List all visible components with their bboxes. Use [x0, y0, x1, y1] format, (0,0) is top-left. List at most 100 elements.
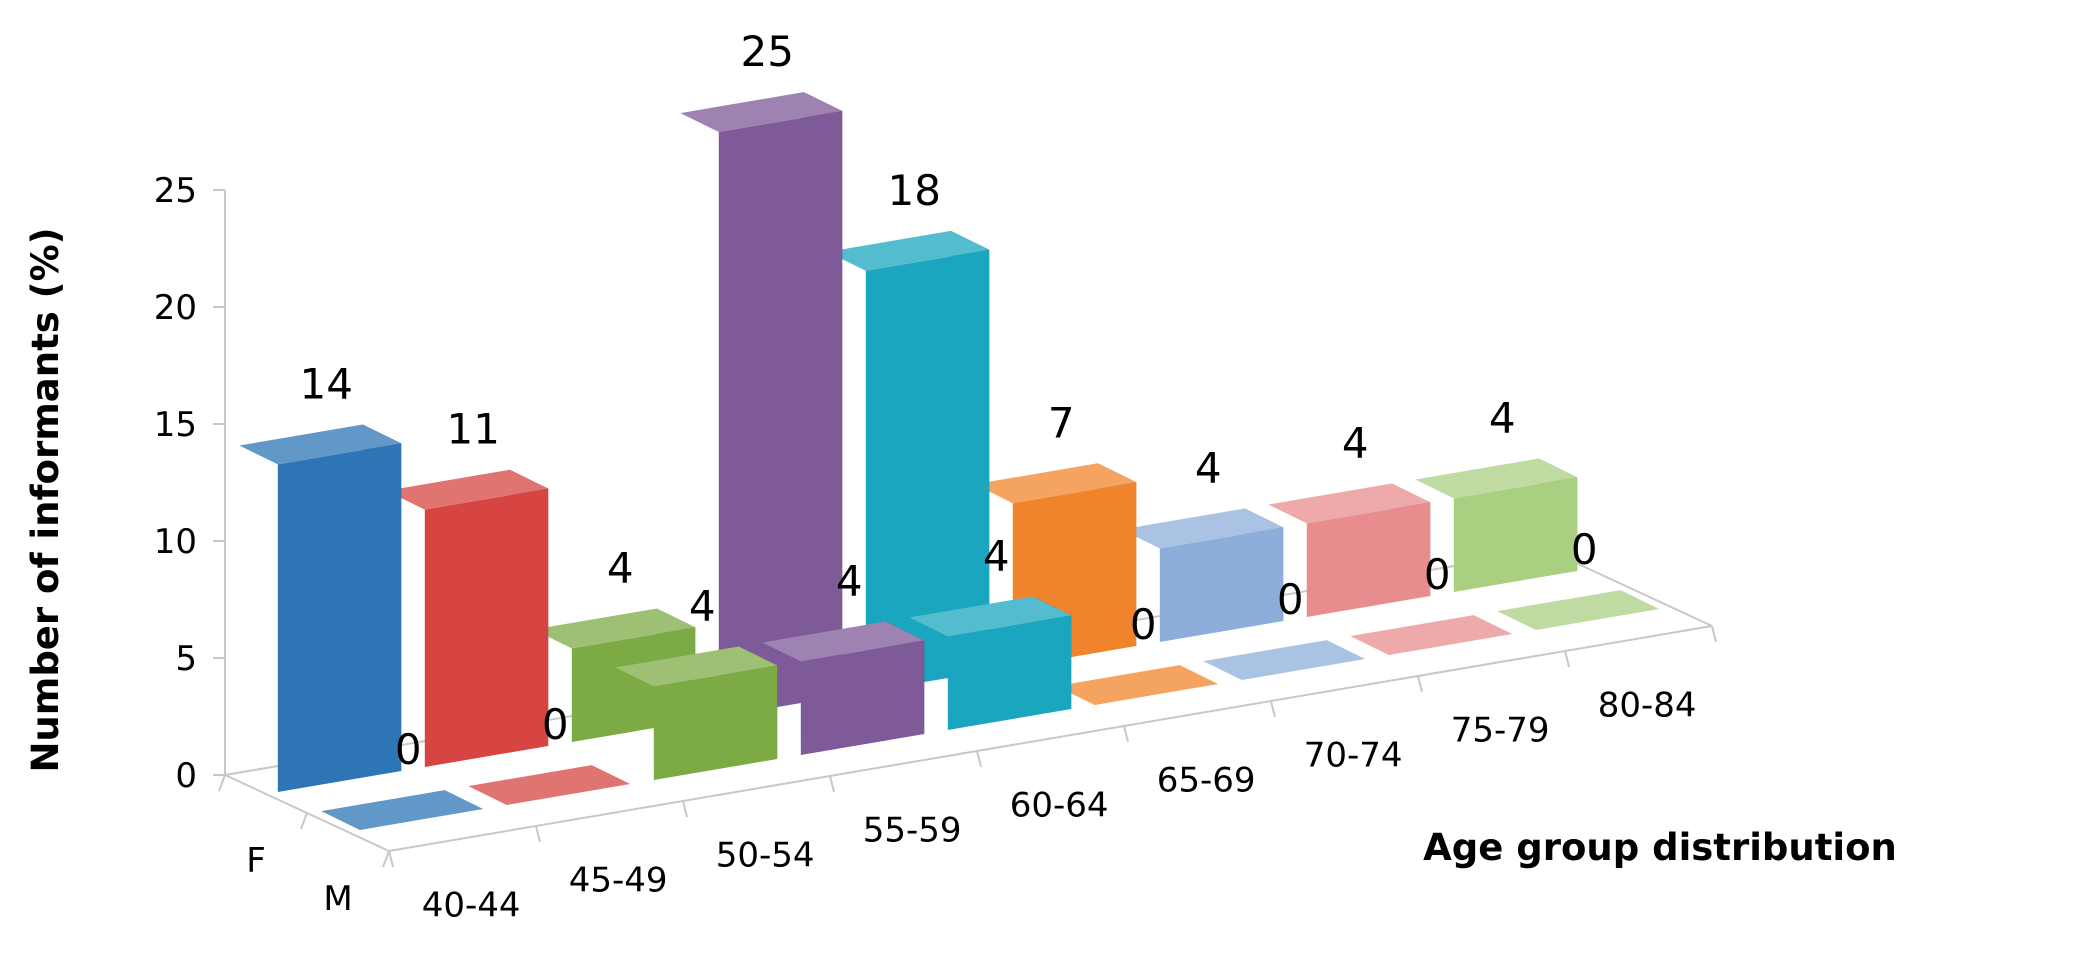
data-label: 4 — [607, 544, 634, 593]
bar-F-60-64-front — [865, 249, 990, 693]
x-tick-mark — [1270, 700, 1276, 718]
data-label: 0 — [1424, 550, 1451, 599]
bar-M-75-79: 0 — [1350, 550, 1513, 655]
x-tick-label: 75-79 — [1451, 711, 1550, 751]
bar-M-55-59-front — [800, 640, 925, 755]
x-tick-label: 40-44 — [422, 886, 521, 926]
bar-F-55-59-top — [680, 92, 843, 132]
bar-M-40-44-top — [321, 790, 484, 830]
x-tick-mark — [1711, 625, 1717, 643]
bar-M-80-84: 0 — [1497, 525, 1660, 630]
bar-M-40-44: 0 — [321, 725, 484, 830]
bar-M-60-64-top — [909, 596, 1072, 637]
category-axis-line — [388, 625, 1713, 852]
bar-M-50-54: 4 — [615, 582, 778, 780]
bar-M-60-64-front — [947, 615, 1072, 730]
bar-F-45-49: 11 — [386, 405, 549, 767]
x-tick-mark — [1123, 725, 1129, 743]
x-tick-label: 60-64 — [1010, 786, 1109, 826]
x-tick-label: 65-69 — [1157, 761, 1256, 801]
data-label: 4 — [1489, 394, 1516, 443]
bar-M-50-54-top — [615, 646, 778, 687]
bar-F-60-64: 18 — [827, 166, 990, 693]
bar-M-75-79-top — [1350, 615, 1513, 655]
x-tick-mark — [682, 800, 688, 818]
bar-M-45-49-top — [468, 765, 631, 805]
bar-F-40-44-top — [239, 424, 402, 465]
data-label: 11 — [447, 405, 500, 454]
bar-F-70-74-front — [1159, 527, 1284, 642]
x-tick-label: 50-54 — [716, 836, 815, 876]
x-tick-label: 55-59 — [863, 811, 962, 851]
bar-F-75-79-top — [1268, 483, 1431, 524]
x-tick-mark — [1564, 650, 1570, 668]
x-tick-mark — [1417, 675, 1423, 693]
bar-F-55-59-front — [718, 111, 843, 717]
data-label: 0 — [542, 700, 569, 749]
bar-M-65-69: 0 — [1056, 600, 1219, 705]
x-tick-label: 80-84 — [1598, 686, 1697, 726]
data-label: 4 — [689, 582, 716, 631]
data-label: 0 — [395, 725, 422, 774]
y-tick-label: 20 — [154, 288, 197, 328]
x-axis-title: Age group distribution — [1423, 826, 1897, 869]
y-axis: 0 5 10 15 20 25 — [154, 171, 226, 796]
data-label: 7 — [1048, 398, 1075, 447]
bar-F-40-44-front — [277, 443, 402, 792]
data-label: 18 — [888, 166, 941, 215]
bar-F-70-74: 4 — [1121, 444, 1284, 642]
bar-F-70-74-top — [1121, 508, 1284, 549]
data-label: 0 — [1571, 525, 1598, 574]
bar-F-65-69-top — [974, 463, 1137, 504]
data-label: 0 — [1130, 600, 1157, 649]
bar-M-70-74: 0 — [1203, 575, 1366, 680]
bar-M-65-69-top — [1056, 665, 1219, 705]
bar-M-55-59: 4 — [762, 557, 925, 755]
bar-F-80-84-front — [1453, 477, 1578, 592]
bar-M-45-49: 0 — [468, 700, 631, 805]
bars: 4 4 4 7 18 25 4 11 14 0 0 0 0 4 4 4 0 0 — [239, 27, 1660, 830]
data-label: 25 — [741, 27, 794, 76]
data-label: 4 — [1195, 444, 1222, 493]
bar-F-50-54-top — [533, 608, 696, 649]
data-label: 14 — [300, 360, 353, 409]
series-tick-mark — [218, 774, 226, 792]
data-label: 4 — [1342, 419, 1369, 468]
bar-F-60-64-top — [827, 230, 990, 271]
x-tick-mark — [829, 775, 835, 793]
bar-M-55-59-top — [762, 621, 925, 662]
x-tick-mark — [388, 850, 394, 868]
bar-M-50-54-front — [653, 665, 778, 780]
y-tick-label: 10 — [154, 522, 197, 562]
y-tick-label: 0 — [175, 756, 197, 796]
y-tick-label: 15 — [154, 405, 197, 445]
bar-F-45-49-front — [424, 488, 549, 767]
x-tick-label: 45-49 — [569, 861, 668, 901]
bar-F-80-84-top — [1415, 458, 1578, 499]
x-tick-mark — [976, 750, 982, 768]
series-axis-ticks: FM — [218, 774, 390, 919]
x-tick-mark — [535, 825, 541, 843]
bar-F-75-79: 4 — [1268, 419, 1431, 617]
bar-M-70-74-top — [1203, 640, 1366, 680]
bar-F-45-49-top — [386, 469, 549, 510]
series-tick-label: F — [246, 841, 266, 881]
y-tick-label: 25 — [154, 171, 197, 211]
y-axis-title: Number of informants (%) — [24, 227, 67, 772]
bar-F-75-79-front — [1306, 502, 1431, 617]
series-tick-mark — [300, 812, 308, 830]
series-tick-mark — [382, 850, 390, 868]
bar-M-60-64: 4 — [909, 532, 1072, 730]
data-label: 4 — [983, 532, 1010, 581]
bar-M-80-84-top — [1497, 590, 1660, 630]
data-label: 4 — [836, 557, 863, 606]
data-label: 0 — [1277, 575, 1304, 624]
y-tick-label: 5 — [175, 639, 197, 679]
x-tick-label: 70-74 — [1304, 736, 1403, 776]
bar-F-55-59: 25 — [680, 27, 843, 717]
series-tick-label: M — [323, 879, 352, 919]
bar-F-40-44: 14 — [239, 360, 402, 792]
bar-F-80-84: 4 — [1415, 394, 1578, 592]
x-axis-ticks: 40-44 45-49 50-54 55-59 60-64 65-69 70-74 75-79… — [388, 625, 1717, 926]
